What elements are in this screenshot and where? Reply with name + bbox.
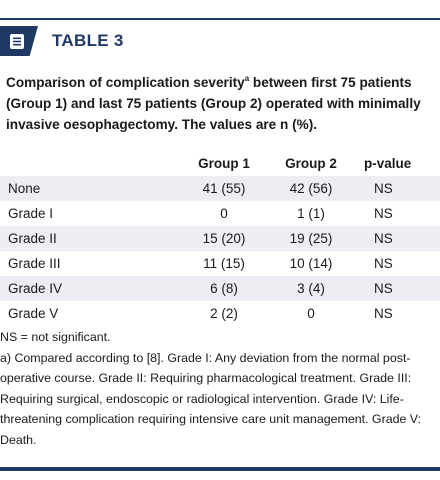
p-value: NS: [374, 281, 393, 296]
header-pvalue: p-value: [364, 155, 412, 171]
header-group1: Group 1: [198, 155, 250, 171]
group1-value: 2 (2): [210, 306, 238, 321]
row-label: Grade III: [8, 256, 61, 271]
p-value: NS: [374, 231, 393, 246]
p-value: NS: [374, 256, 393, 271]
row-label: Grade II: [8, 231, 57, 246]
table-row: Grade V 2 (2) 0 NS: [0, 301, 440, 326]
caption-start: Comparison of complication severity: [6, 75, 245, 90]
table-caption: Comparison of complication severitya bet…: [6, 72, 436, 135]
document-list-icon: [10, 34, 24, 49]
group2-value: 10 (14): [289, 256, 333, 271]
group1-value: 6 (8): [210, 281, 238, 296]
p-value: NS: [374, 181, 393, 196]
table-row: Grade II 15 (20) 19 (25) NS: [0, 226, 440, 251]
group1-value: 0: [220, 206, 228, 221]
group2-value: 0: [307, 306, 315, 321]
p-value: NS: [374, 306, 393, 321]
table-badge: [0, 26, 38, 56]
header-label-col: [0, 150, 176, 176]
complication-table: Group 1 Group 2 p-value None 41 (55) 42 …: [0, 150, 440, 326]
header-group2: Group 2: [285, 155, 337, 171]
row-label: Grade V: [8, 306, 59, 321]
footnotes: NS = not significant. a) Compared accord…: [0, 327, 436, 450]
group1-value: 11 (15): [203, 256, 245, 271]
group2-value: 3 (4): [297, 281, 325, 296]
footnote-ns: NS = not significant.: [0, 330, 111, 344]
top-rule: [0, 18, 440, 20]
header-row: Group 1 Group 2 p-value: [0, 150, 440, 176]
group2-value: 1 (1): [297, 206, 325, 221]
row-label: Grade IV: [8, 281, 63, 296]
bottom-rule: [0, 467, 440, 471]
table-row: Grade IV 6 (8) 3 (4) NS: [0, 276, 440, 301]
row-label: Grade I: [8, 206, 54, 221]
p-value: NS: [374, 206, 393, 221]
group1-value: 41 (55): [202, 181, 246, 196]
group2-value: 42 (56): [289, 181, 333, 196]
table-row: Grade I 0 1 (1) NS: [0, 201, 440, 226]
group1-value: 15 (20): [202, 231, 246, 246]
footnote-a: a) Compared according to [8]. Grade I: A…: [0, 350, 422, 447]
table-label: TABLE 3: [52, 31, 124, 50]
caption-rest: between first 75 patients (Group 1) and …: [6, 75, 421, 132]
caption-footnote-marker: a: [244, 74, 250, 83]
row-label: None: [8, 181, 41, 196]
group2-value: 19 (25): [289, 231, 333, 246]
table-row: None 41 (55) 42 (56) NS: [0, 176, 440, 201]
table-row: Grade III 11 (15) 10 (14) NS: [0, 251, 440, 276]
